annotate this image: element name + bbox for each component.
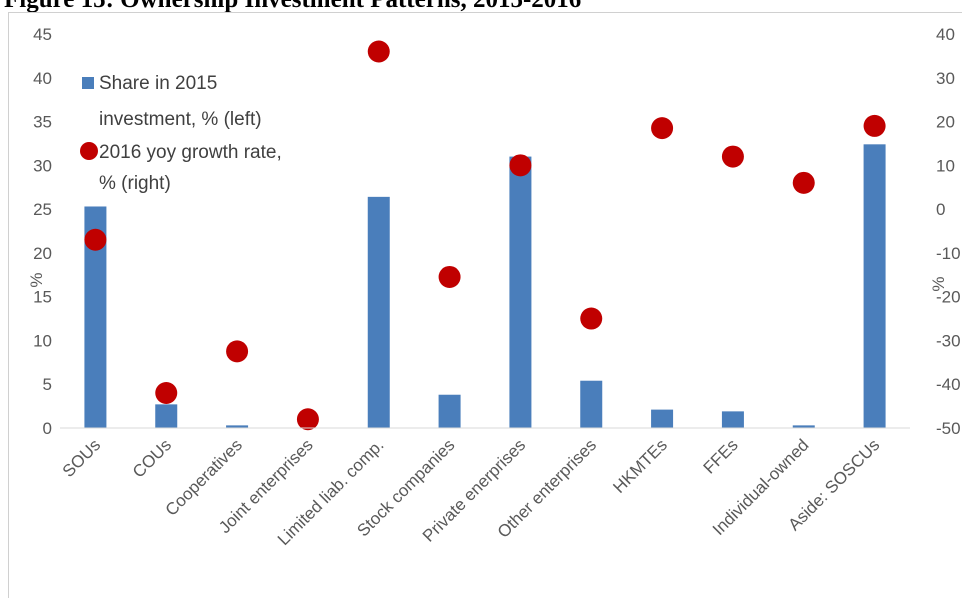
left-axis-label: %: [27, 272, 46, 287]
point-aside-soscus: [863, 114, 886, 137]
category-label: HKMTEs: [609, 435, 671, 497]
point-ffes: [721, 145, 744, 168]
right-tick-label: 10: [936, 156, 955, 175]
bar-other-enterprises: [580, 380, 603, 428]
bar-cooperatives: [226, 425, 249, 428]
legend: Share in 2015 investment, % (left) 2016 yo…: [80, 73, 282, 194]
right-tick-label: -40: [936, 375, 961, 394]
point-cous: [155, 381, 178, 404]
left-tick-label: 45: [33, 25, 52, 44]
bar-aside-soscus: [863, 144, 886, 428]
left-tick-label: 0: [43, 419, 52, 438]
right-tick-label: 40: [936, 25, 955, 44]
left-tick-label: 5: [43, 375, 52, 394]
bar-private-enerprises: [509, 156, 532, 429]
legend-bar-label: investment, % (left): [99, 109, 262, 130]
right-tick-label: -10: [936, 244, 961, 263]
bar-series: [84, 144, 886, 429]
category-label: FFEs: [700, 435, 742, 477]
left-tick-label: 35: [33, 113, 52, 132]
right-tick-label: 30: [936, 69, 955, 88]
left-tick-label: 20: [33, 244, 52, 263]
left-tick-label: 30: [33, 156, 52, 175]
left-tick-label: 40: [33, 69, 52, 88]
right-tick-label: -30: [936, 331, 961, 350]
bar-stock-companies: [438, 394, 461, 428]
legend-point-swatch: [80, 142, 98, 160]
point-hkmtes: [651, 117, 674, 140]
category-label: SOUs: [59, 435, 104, 480]
point-private-enerprises: [509, 154, 532, 177]
bar-hkmtes: [651, 409, 674, 428]
point-individual-owned: [792, 171, 815, 194]
right-tick-label: 20: [936, 113, 955, 132]
point-series: [84, 40, 886, 431]
right-tick-label: -20: [936, 288, 961, 307]
figure-title: Figure 15: Ownership Investment Patterns…: [4, 0, 581, 14]
left-tick-label: 15: [33, 288, 52, 307]
legend-bar-swatch: [82, 77, 94, 89]
left-axis: 0 5 10 15 20 25 30 35 40 45%: [27, 25, 52, 438]
left-tick-label: 10: [33, 331, 52, 350]
point-stock-companies: [438, 265, 461, 288]
legend-point-label: % (right): [99, 173, 171, 194]
bar-individual-owned: [792, 425, 815, 428]
point-other-enterprises: [580, 307, 603, 330]
right-tick-label: -50: [936, 419, 961, 438]
category-label: COUs: [129, 435, 175, 481]
chart-frame: [8, 12, 962, 598]
right-axis-label: %: [929, 276, 948, 291]
bar-sous: [84, 206, 107, 428]
left-tick-label: 25: [33, 200, 52, 219]
point-joint-enterprises: [296, 408, 319, 431]
bar-cous: [155, 404, 178, 428]
point-limited-liab-comp-: [367, 40, 390, 63]
legend-point-label: 2016 yoy growth rate,: [99, 142, 282, 163]
point-cooperatives: [226, 340, 249, 363]
point-sous: [84, 228, 107, 251]
right-axis: -50 -40 -30 -20 -10 0 10 20 30 40%: [929, 25, 961, 438]
legend-bar-label: Share in 2015: [99, 73, 217, 94]
bar-limited-liab-comp-: [367, 196, 390, 428]
right-tick-label: 0: [936, 200, 945, 219]
bar-ffes: [721, 411, 744, 428]
